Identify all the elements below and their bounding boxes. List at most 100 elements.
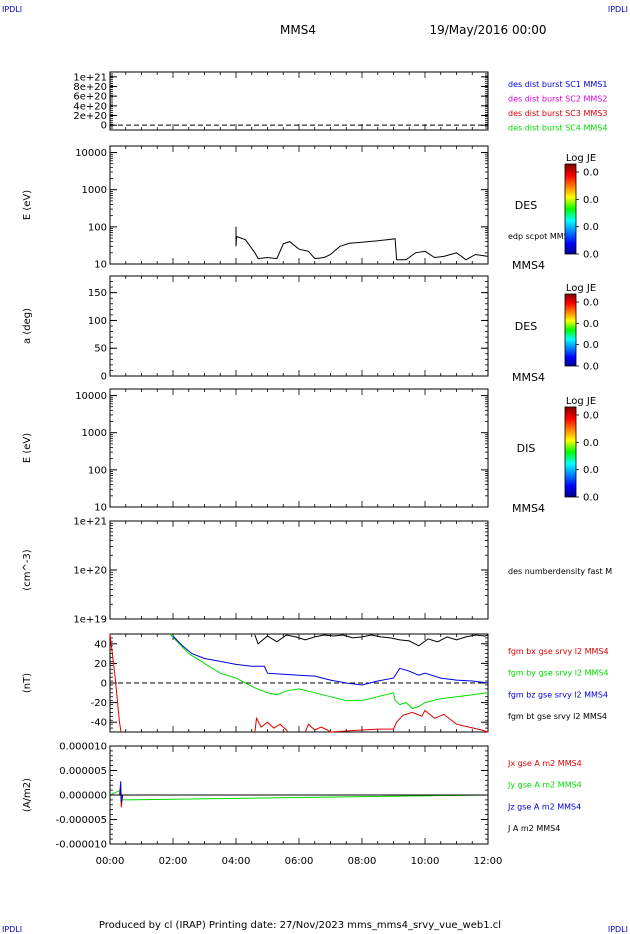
- legend-entry: Jz gse A m2 MMS4: [507, 802, 581, 811]
- series-line-1: [304, 723, 331, 733]
- panel-p5: 1e+21 1e+20 1e+19 (cm^-3) des numberdensity …: [22, 517, 612, 626]
- colorbar: [564, 406, 577, 498]
- x-tick-label: 08:00: [348, 856, 377, 867]
- y-tick-label: 100: [88, 316, 107, 327]
- colorbar-tick-label: 0.0: [583, 222, 599, 233]
- legend-entry: fgm bz gse srvy l2 MMS4: [508, 690, 608, 699]
- colorbar-tick-label: 0.0: [583, 250, 599, 261]
- x-tick-label: 12:00: [474, 856, 503, 867]
- y-tick-label: 20: [94, 659, 107, 670]
- colorbar-tick-label: 0.0: [583, 319, 599, 330]
- panel-p6: 40 20 0 -20 -40 (nT) fgm bx gse srvy l2 MMS4 fg…: [22, 633, 609, 733]
- legend-entry: Jx gse A m2 MMS4: [507, 759, 582, 768]
- series-line-1: [254, 716, 289, 733]
- colorbar-tick-label: 0.0: [583, 438, 599, 449]
- y-tick-label: 0.000010: [59, 742, 107, 753]
- series-label: des dist burst SC1 MMS1: [508, 80, 607, 89]
- colorbar-tick-label: 0.0: [583, 195, 599, 206]
- y-tick-label: 1000: [82, 185, 107, 196]
- y-tick-label: 1e+21: [73, 72, 107, 83]
- y-tick-label: 50: [94, 344, 107, 355]
- y-axis-label: (A/m2): [22, 778, 33, 812]
- corner-label-top-left: IPDLI: [2, 5, 22, 14]
- y-axis-label: E (eV): [22, 190, 33, 220]
- x-tick-label: 00:00: [96, 856, 125, 867]
- x-tick-label: 04:00: [222, 856, 251, 867]
- legend-entry: Jy gse A m2 MMS4: [507, 781, 582, 790]
- y-tick-label: 0.000005: [59, 766, 107, 777]
- colorbar: [564, 163, 577, 255]
- y-axis-label: E (eV): [22, 433, 33, 463]
- y-tick-label: -40: [91, 718, 107, 729]
- x-tick-label: 02:00: [159, 856, 188, 867]
- colorbar-tick-label: 0.0: [583, 340, 599, 351]
- series-line-2: [169, 633, 489, 710]
- time-axis: 00:00 02:00 04:00 06:00 08:00 10:00 12:00: [96, 856, 503, 867]
- colorbar-tick-label: 0.0: [583, 168, 599, 179]
- y-tick-label: 0: [101, 121, 107, 132]
- series-label: des dist burst SC4 MMS4: [508, 124, 607, 133]
- instrument-label: DES: [515, 199, 537, 212]
- footer-credits: Produced by cl (IRAP) Printing date: 27/…: [99, 920, 501, 931]
- header-spacecraft: MMS4: [280, 23, 316, 37]
- y-tick-label: 1e+19: [73, 615, 107, 626]
- y-tick-label: 4e+20: [73, 101, 107, 112]
- x-tick-label: 06:00: [285, 856, 314, 867]
- colorbar-tick-label: 0.0: [583, 465, 599, 476]
- y-tick-label: 0.000000: [59, 791, 107, 802]
- y-tick-label: 10000: [75, 148, 107, 159]
- corner-label-top-right: IPDLI: [608, 5, 628, 14]
- series-line-1: [330, 709, 489, 733]
- y-tick-label: 10: [94, 503, 107, 514]
- series-label: des dist burst SC2 MMS2: [508, 95, 607, 104]
- corner-label-bottom-right: IPDLI: [608, 925, 628, 934]
- panel-right-label: edp scpot MMS4: [508, 232, 574, 241]
- y-tick-label: 8e+20: [73, 82, 107, 93]
- legend-entry: fgm bx gse srvy l2 MMS4: [508, 647, 609, 656]
- y-axis-label: a (deg): [22, 308, 33, 344]
- colorbar-title: Log JE: [566, 283, 596, 294]
- legend-entry: fgm by gse srvy l2 MMS4: [508, 669, 609, 678]
- scpot-line: [235, 226, 489, 261]
- y-tick-label: 40: [94, 639, 107, 650]
- panel-p2: 10000 1000 100 10 E (eV) DES edp scpot MMS4 MMS…: [22, 145, 599, 272]
- series-line-4: [254, 634, 489, 647]
- series-line-3: [172, 635, 489, 686]
- y-axis-label: (cm^-3): [22, 549, 33, 590]
- y-tick-label: 2e+20: [73, 111, 107, 122]
- y-tick-label: 100: [88, 465, 107, 476]
- spacecraft-label: MMS4: [512, 371, 545, 384]
- panel-p4: 10000 1000 100 10 E (eV) DIS MMS4 Log JE 0.0 0.0 0…: [22, 388, 599, 515]
- y-tick-label: -20: [91, 698, 107, 709]
- colorbar-tick-label: 0.0: [583, 493, 599, 504]
- colorbar-tick-label: 0.0: [583, 411, 599, 422]
- y-tick-label: -0.000010: [56, 840, 107, 851]
- spacecraft-label: MMS4: [512, 259, 545, 272]
- series-line-1: [109, 633, 122, 733]
- panel-p7: 0.000010 0.000005 0.000000 -0.000005 -0.0000…: [22, 742, 582, 851]
- header-date: 19/May/2016 00:00: [429, 23, 546, 37]
- y-tick-label: 6e+20: [73, 92, 107, 103]
- y-tick-label: 1e+20: [73, 566, 107, 577]
- panel-frame: [109, 275, 489, 377]
- legend-entry: J A m2 MMS4: [507, 824, 560, 833]
- colorbar-title: Log JE: [566, 153, 596, 164]
- legend-entry: fgm bt gse srvy l2 MMS4: [508, 712, 607, 721]
- spacecraft-label: MMS4: [512, 502, 545, 515]
- y-axis-label: (nT): [22, 673, 33, 693]
- panel-frame: [109, 145, 489, 265]
- y-tick-label: 1e+21: [73, 517, 107, 528]
- y-tick-label: 10: [94, 260, 107, 271]
- panel-frame: [109, 520, 489, 620]
- panel-p3: 150 100 50 0 a (deg) DES MMS4 Log JE 0.0 0.0 0.0 0.…: [22, 275, 599, 384]
- y-tick-label: 0: [101, 372, 107, 383]
- x-tick-label: 10:00: [411, 856, 440, 867]
- colorbar-tick-label: 0.0: [583, 362, 599, 373]
- instrument-label: DIS: [517, 442, 536, 455]
- instrument-label: DES: [515, 320, 537, 333]
- panel-right-label: des numberdensity fast M: [508, 567, 612, 576]
- y-tick-label: 100: [88, 222, 107, 233]
- y-tick-label: 10000: [75, 391, 107, 402]
- y-tick-label: 1000: [82, 428, 107, 439]
